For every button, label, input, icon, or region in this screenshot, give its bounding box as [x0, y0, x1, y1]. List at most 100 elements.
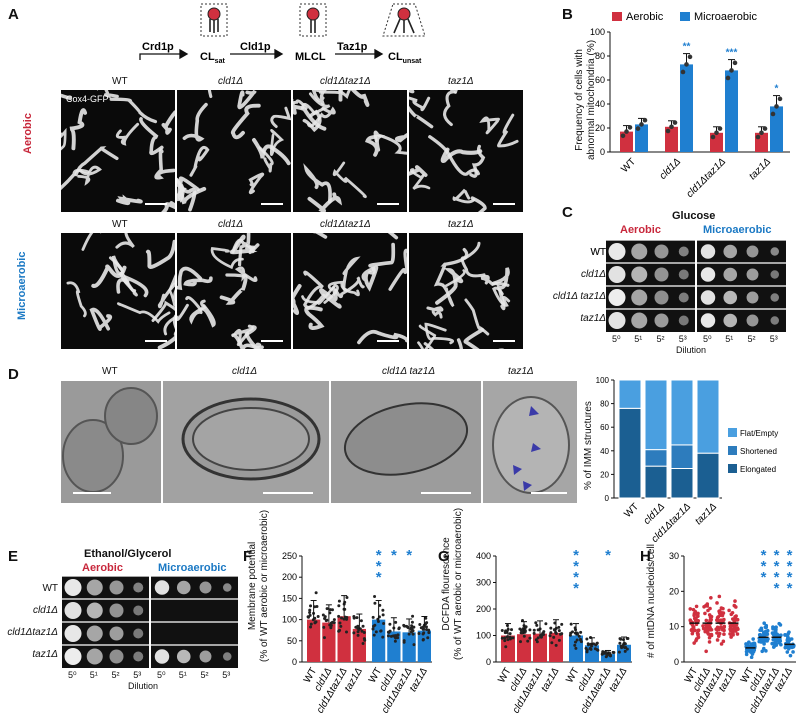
- chartF-data-point: [418, 622, 422, 626]
- chartF-ytick-label: 0: [292, 657, 297, 667]
- chartG-data-point: [623, 649, 627, 653]
- chartF-data-point: [328, 608, 332, 612]
- chartF-ytick-label: 100: [282, 615, 297, 625]
- b-data-point: [717, 126, 723, 131]
- d-stack-segment: [618, 379, 642, 409]
- mitochondrion: [417, 324, 437, 349]
- b-data-point: [732, 60, 738, 66]
- chartH-data-point: [704, 618, 709, 623]
- chartH-data-point: [779, 633, 783, 637]
- chartG-bar: [601, 654, 615, 662]
- b-data-point: [755, 134, 761, 140]
- mitochondrion: [480, 274, 510, 287]
- yeast-spot: [678, 315, 689, 326]
- micrograph-cld1-microaerobic: [177, 233, 291, 349]
- mitochondrion: [373, 130, 407, 155]
- c-microaerobic: Microaerobic: [703, 224, 772, 236]
- dilution-label: 5⁰: [703, 334, 712, 344]
- yeast-spot: [223, 583, 232, 592]
- b-bar: [770, 106, 783, 152]
- chartH-data-point: [691, 607, 696, 612]
- chartF-data-point: [374, 630, 378, 634]
- chartH-data-point: [770, 631, 775, 635]
- mitochondrion: [435, 267, 464, 305]
- chartF-data-point: [329, 626, 333, 630]
- cl-unsat-icon: [382, 3, 426, 37]
- chartG-data-point: [508, 637, 512, 641]
- b-data-point: [635, 126, 641, 131]
- chartF-data-point: [424, 625, 428, 629]
- chartG-data-point: [557, 625, 561, 629]
- mitochondrion: [154, 148, 175, 180]
- em-cld1: [163, 381, 329, 503]
- chartF-data-point: [410, 627, 414, 631]
- b-data-point: [669, 124, 674, 130]
- panel-letter-g: G: [438, 548, 450, 565]
- chartG-data-point: [573, 643, 577, 647]
- stain-label: Cox4-GFP: [66, 94, 109, 104]
- chartF-data-point: [427, 631, 431, 635]
- chartG-data-point: [503, 636, 507, 640]
- chartG-data-point: [528, 628, 532, 632]
- yeast-spot: [86, 648, 103, 665]
- yeast-spot: [154, 580, 170, 595]
- chartF-data-point: [397, 626, 401, 630]
- chartF-data-point: [356, 633, 360, 637]
- chartF-data-point: [354, 625, 358, 629]
- chartG-data-point: [595, 648, 599, 652]
- mitochondrion: [433, 247, 469, 287]
- chartH-data-point: [746, 643, 750, 648]
- chartF-data-point: [309, 625, 313, 629]
- chartF-data-point: [394, 620, 398, 624]
- chartG-data-point: [585, 637, 589, 641]
- chartF-data-point: [322, 636, 326, 640]
- chartF-data-point: [394, 634, 398, 638]
- chartH-data-point: [735, 617, 740, 622]
- d-stack-segment: [644, 465, 668, 499]
- b-data-point: [777, 96, 783, 102]
- chartF-bar: [402, 632, 416, 662]
- chartG-data-point: [589, 647, 593, 651]
- chartH-data-point: [709, 595, 713, 600]
- mitochondrion: [388, 248, 407, 291]
- chartH-data-point: [764, 637, 769, 641]
- b-ytick-label: 60: [595, 75, 605, 85]
- chartG-data-point: [621, 645, 625, 649]
- chartH-data-point: [763, 630, 768, 634]
- chartH-data-point: [785, 650, 790, 654]
- mitochondrion: [230, 103, 261, 140]
- chartF-data-point: [329, 623, 333, 627]
- chartH-data-point: [791, 650, 795, 654]
- mitochondrion: [177, 266, 203, 291]
- micrograph-cld1-aerobic: [177, 90, 291, 212]
- chartG-data-point: [534, 621, 538, 625]
- mitochondrion: [338, 90, 370, 107]
- dilution-label: 5²: [747, 334, 756, 344]
- yeast-spot: [86, 579, 103, 596]
- yeast-spot: [199, 650, 212, 663]
- mitochondrion: [387, 233, 399, 240]
- chartG-data-point: [532, 631, 536, 635]
- c-xlabel: Dilution: [676, 345, 707, 355]
- yeast-spot: [770, 316, 779, 325]
- chartF-data-point: [337, 599, 341, 603]
- mitochondrion: [96, 90, 119, 99]
- chartG-data-point: [500, 636, 504, 640]
- chartF-data-point: [337, 629, 341, 633]
- chartF-data-point: [410, 620, 414, 624]
- e-strain-wt: WT: [42, 583, 58, 594]
- mitochondrion: [332, 161, 367, 199]
- mitochondrion: [409, 165, 428, 177]
- row-label-aerobic: Aerobic: [22, 113, 34, 154]
- pathway-diagram: Crd1p CLsat Cld1p MLCL Taz1p CLunsat: [139, 3, 426, 65]
- b-legend-swatch: [680, 12, 690, 21]
- d-ytick-label: 20: [600, 470, 609, 479]
- mitochondrion: [61, 127, 67, 151]
- b-data-point: [665, 128, 671, 134]
- chartH-data-point: [722, 617, 726, 622]
- chartG-data-point: [586, 642, 590, 646]
- yeast-spot: [723, 313, 738, 328]
- yeast-spot: [631, 312, 648, 329]
- chartF-data-point: [386, 630, 390, 634]
- chartH-significance: * * * *: [787, 547, 793, 597]
